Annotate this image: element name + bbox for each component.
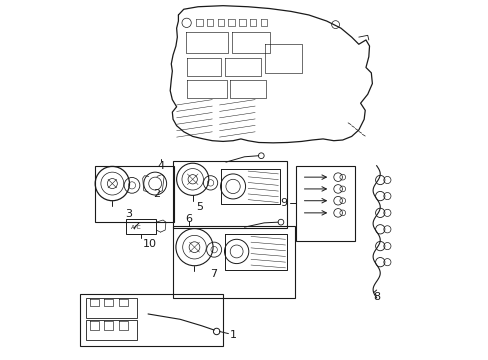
- Text: 7: 7: [210, 269, 217, 279]
- Text: 2: 2: [153, 189, 160, 199]
- Text: 4: 4: [157, 161, 164, 171]
- Bar: [125, 219, 156, 234]
- Text: 8: 8: [372, 292, 380, 302]
- Bar: [95, 166, 173, 222]
- Text: 1: 1: [230, 330, 237, 341]
- Bar: [296, 166, 354, 241]
- Text: 5: 5: [196, 202, 203, 212]
- Text: 10: 10: [142, 239, 157, 249]
- Bar: [85, 298, 137, 318]
- Bar: [173, 161, 287, 228]
- Bar: [80, 294, 223, 346]
- Text: 9: 9: [280, 198, 287, 208]
- Text: 3: 3: [124, 209, 132, 219]
- Text: A/C: A/C: [131, 224, 142, 229]
- Bar: [173, 226, 294, 298]
- Text: 6: 6: [185, 213, 192, 224]
- Bar: [85, 320, 137, 340]
